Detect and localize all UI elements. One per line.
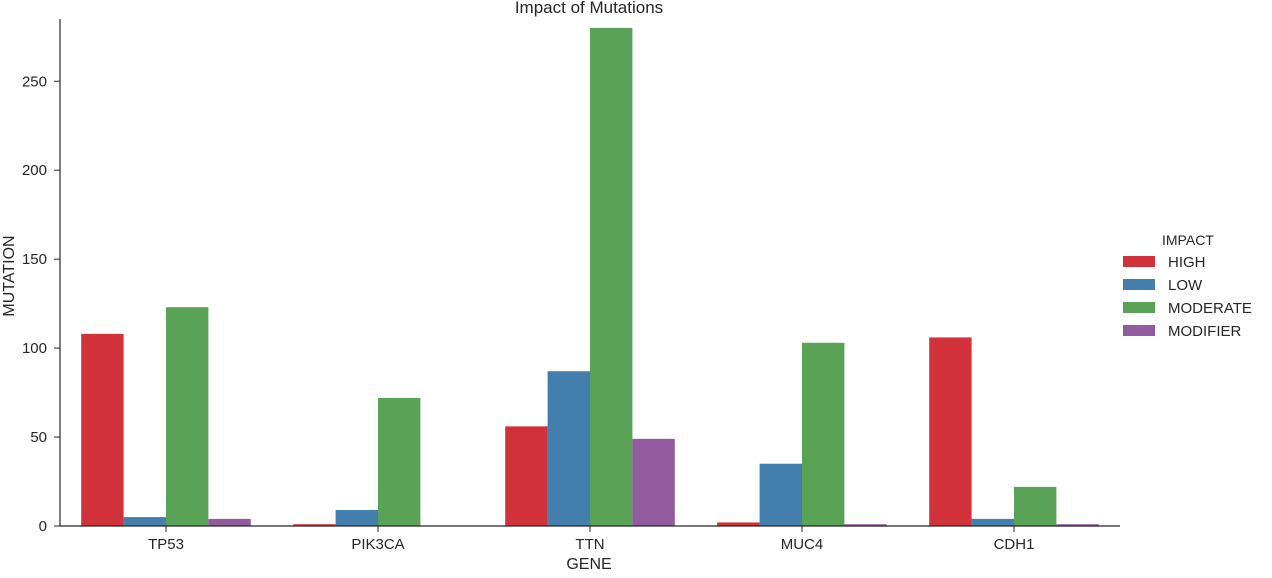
- y-tick-label: 250: [22, 73, 47, 90]
- bar-modifier-ttn: [632, 438, 675, 526]
- bar-high-muc4: [717, 522, 760, 526]
- y-tick-label: 100: [22, 340, 47, 357]
- bar-high-tp53: [81, 333, 124, 526]
- bar-moderate-pik3ca: [378, 397, 421, 526]
- legend-label-high: HIGH: [1168, 254, 1206, 271]
- x-tick-label-cdh1: CDH1: [994, 536, 1035, 553]
- legend-title: IMPACT: [1162, 232, 1214, 248]
- bar-low-ttn: [547, 371, 590, 526]
- y-ticks-group: 0 50 100 150 200 250: [22, 73, 60, 535]
- bar-moderate-ttn: [590, 27, 633, 526]
- x-tick-label-pik3ca: PIK3CA: [351, 536, 404, 553]
- x-axis-label: GENE: [566, 556, 611, 573]
- x-tick-label-tp53: TP53: [148, 536, 184, 553]
- legend-swatch-moderate: [1123, 302, 1155, 313]
- legend-swatch-modifier: [1123, 325, 1155, 336]
- x-tick-label-ttn: TTN: [575, 536, 604, 553]
- bar-low-pik3ca: [335, 509, 378, 526]
- y-tick-label: 150: [22, 251, 47, 268]
- bar-low-muc4: [759, 463, 802, 526]
- legend-label-modifier: MODIFIER: [1168, 323, 1241, 340]
- legend-swatch-high: [1123, 256, 1155, 267]
- legend-label-moderate: MODERATE: [1168, 300, 1252, 317]
- x-ticks-group: TP53 PIK3CA TTN MUC4 CDH1: [148, 526, 1034, 553]
- y-axis-label: MUTATION: [1, 235, 18, 316]
- bar-low-tp53: [123, 517, 166, 526]
- x-tick-label-muc4: MUC4: [781, 536, 824, 553]
- bar-modifier-cdh1: [1056, 524, 1099, 526]
- legend: IMPACT HIGH LOW MODERATE MODIFIER: [1123, 232, 1252, 340]
- bar-modifier-tp53: [208, 518, 251, 526]
- bar-low-cdh1: [971, 518, 1014, 526]
- bar-moderate-tp53: [166, 307, 209, 526]
- bar-high-pik3ca: [293, 524, 336, 526]
- y-tick-label: 50: [30, 429, 47, 446]
- bar-modifier-muc4: [844, 524, 887, 526]
- bar-moderate-muc4: [802, 342, 845, 526]
- y-tick-label: 0: [39, 518, 47, 535]
- legend-label-low: LOW: [1168, 277, 1203, 294]
- bars-group: [81, 27, 1099, 526]
- legend-swatch-low: [1123, 279, 1155, 290]
- bar-moderate-cdh1: [1014, 486, 1057, 526]
- chart-title: Impact of Mutations: [515, 0, 663, 17]
- y-tick-label: 200: [22, 162, 47, 179]
- bar-high-cdh1: [929, 337, 972, 526]
- bar-high-ttn: [505, 426, 548, 526]
